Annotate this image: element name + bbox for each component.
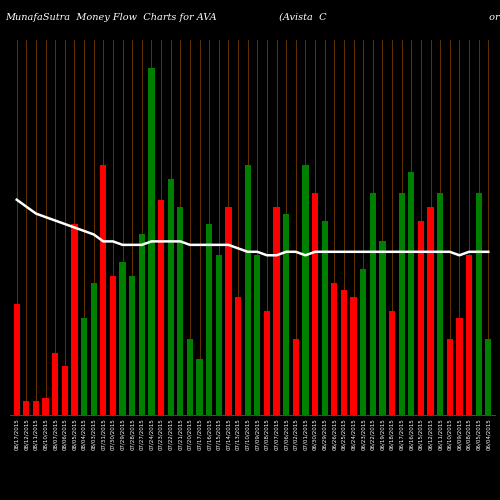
Bar [14,304,20,415]
Bar [206,224,212,415]
Bar [42,398,48,415]
Bar [380,242,386,415]
Bar [158,200,164,415]
Bar [446,338,453,415]
Bar [283,214,290,415]
Bar [398,193,405,415]
Bar [408,172,414,415]
Bar [196,360,202,415]
Bar [72,224,78,415]
Bar [177,206,184,415]
Bar [370,193,376,415]
Bar [226,206,232,415]
Bar [81,318,87,415]
Bar [110,276,116,415]
Bar [292,338,299,415]
Bar [466,256,472,415]
Bar [302,165,308,415]
Bar [129,276,136,415]
Bar [350,297,356,415]
Bar [187,338,193,415]
Bar [120,262,126,415]
Bar [360,269,366,415]
Bar [418,220,424,415]
Bar [138,234,145,415]
Bar [428,206,434,415]
Bar [62,366,68,415]
Bar [389,311,395,415]
Bar [264,311,270,415]
Bar [437,193,444,415]
Bar [148,68,154,415]
Bar [90,283,97,415]
Bar [254,256,260,415]
Bar [100,165,106,415]
Bar [23,401,30,415]
Bar [456,318,462,415]
Bar [341,290,347,415]
Bar [274,206,280,415]
Bar [216,256,222,415]
Bar [235,297,241,415]
Bar [485,338,492,415]
Bar [33,401,39,415]
Bar [168,179,174,415]
Bar [476,193,482,415]
Bar [312,193,318,415]
Bar [322,220,328,415]
Bar [52,352,59,415]
Text: MunafaSutra  Money Flow  Charts for AVA                    (Avista  C           : MunafaSutra Money Flow Charts for AVA (A… [5,12,500,22]
Bar [244,165,251,415]
Bar [331,283,338,415]
